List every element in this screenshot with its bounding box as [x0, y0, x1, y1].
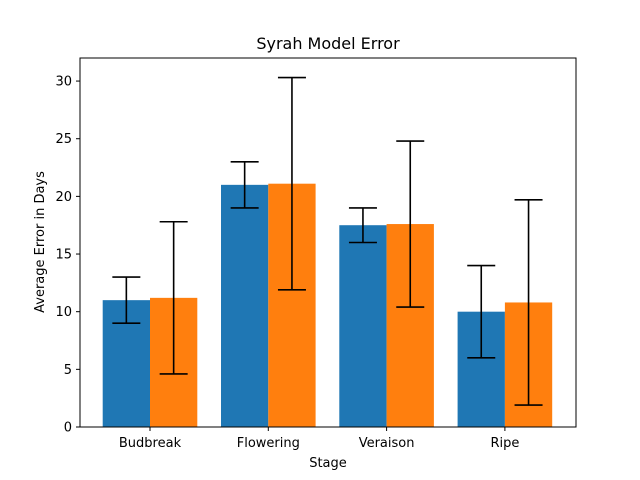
y-tick-label: 15: [55, 248, 72, 263]
y-axis-label: Average Error in Days: [33, 171, 48, 313]
x-tick-label: Budbreak: [119, 436, 182, 451]
y-tick-label: 0: [64, 421, 72, 436]
y-tick-label: 5: [64, 363, 72, 378]
x-axis-label: Stage: [309, 456, 347, 471]
chart-title: Syrah Model Error: [256, 34, 400, 53]
errorbar-ripe-s1: [467, 264, 496, 359]
bars-group: [102, 183, 553, 427]
errorbar-flowering-s2: [277, 76, 306, 291]
errorbar-veraison-s1: [348, 207, 377, 244]
errorbars-group: [112, 76, 543, 406]
x-tick-label: Ripe: [490, 436, 519, 451]
y-tick-label: 20: [55, 190, 72, 205]
x-tick-label: Veraison: [359, 436, 415, 451]
y-axis: 0 5 10 15 20 25 30: [55, 75, 80, 436]
bar-flowering-s1: [221, 184, 269, 427]
y-tick-label: 30: [55, 75, 72, 90]
x-axis: Budbreak Flowering Veraison Ripe: [119, 427, 519, 451]
bar-veraison-s1: [339, 225, 387, 427]
errorbar-flowering-s1: [230, 160, 259, 209]
y-tick-label: 25: [55, 132, 72, 147]
x-tick-label: Flowering: [237, 436, 300, 451]
errorbar-veraison-s2: [396, 140, 425, 308]
errorbar-budbreak-s1: [112, 276, 141, 325]
errorbar-budbreak-s2: [159, 220, 188, 375]
errorbar-ripe-s2: [514, 199, 543, 406]
plot-frame: [79, 57, 577, 428]
y-tick-label: 10: [55, 305, 72, 320]
